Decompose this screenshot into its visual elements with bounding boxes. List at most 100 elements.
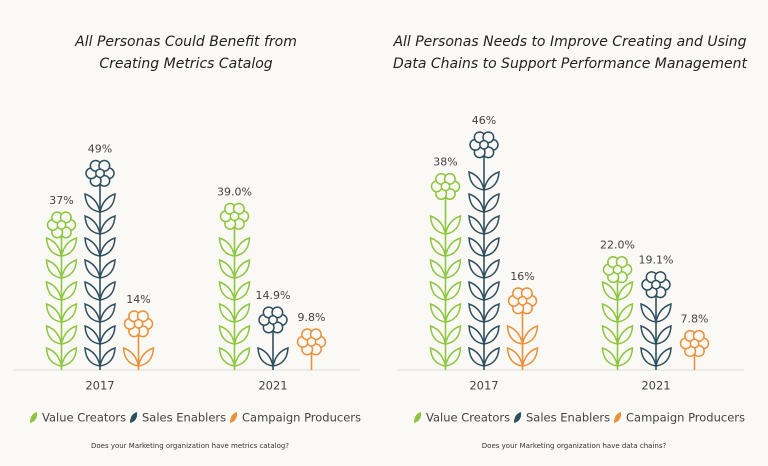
flower-center (440, 181, 451, 192)
leaf (601, 302, 619, 323)
leaf (640, 324, 657, 345)
footnote: Does your Marketing organization have da… (482, 442, 667, 450)
leaf (84, 192, 101, 213)
leaf (233, 236, 251, 257)
legend-label: Value Creators (42, 411, 126, 425)
legend-label: Sales Enablers (142, 411, 226, 425)
flower-bar (640, 271, 672, 370)
leaf (655, 346, 672, 367)
leaf (84, 346, 101, 367)
leaf (429, 324, 447, 345)
leaf (483, 258, 500, 279)
leaf (468, 324, 485, 345)
leaf (468, 192, 485, 213)
flower-bar (122, 310, 155, 370)
leaf (483, 346, 500, 367)
leaf (506, 324, 524, 345)
leaf (521, 346, 539, 367)
leaf (616, 302, 634, 323)
leaf (483, 192, 500, 213)
leaf (218, 258, 236, 279)
x-tick-label: 2017 (85, 379, 114, 393)
leaf (616, 280, 634, 301)
x-tick-label: 2017 (469, 379, 498, 393)
leaf (655, 302, 672, 323)
leaf (257, 346, 274, 367)
flower-center (517, 295, 528, 306)
leaf (655, 324, 672, 345)
leaf (429, 236, 447, 257)
leaf (60, 324, 78, 345)
flower-bar (679, 329, 710, 370)
leaf (99, 324, 116, 345)
leaf (601, 324, 619, 345)
leaf (233, 324, 251, 345)
chart-title: Data Chains to Support Performance Manag… (393, 56, 748, 72)
leaf (99, 280, 116, 301)
leaf (468, 258, 485, 279)
leaf (45, 236, 63, 257)
leaf (444, 236, 462, 257)
leaf (468, 302, 485, 323)
leaf (483, 214, 500, 235)
leaf (60, 302, 78, 323)
legend-marker (30, 412, 38, 423)
leaf (233, 302, 251, 323)
flower-center (689, 338, 700, 349)
leaf (45, 280, 63, 301)
flower-center (56, 219, 67, 230)
flower-bar (429, 172, 462, 370)
leaf (468, 280, 485, 301)
legend-marker (130, 412, 138, 423)
legend-label: Campaign Producers (626, 411, 745, 425)
value-label: 38% (433, 155, 457, 168)
leaf (84, 236, 101, 257)
leaf (84, 258, 101, 279)
footnote: Does your Marketing organization have me… (91, 442, 289, 450)
leaf (601, 346, 619, 367)
leaf (429, 302, 447, 323)
leaf (429, 346, 447, 367)
leaf (45, 346, 63, 367)
flower-center (479, 139, 489, 150)
leaf (444, 346, 462, 367)
x-tick-label: 2021 (641, 379, 670, 393)
flower-bar (506, 287, 539, 370)
leaf (521, 324, 539, 345)
leaf (99, 258, 116, 279)
leaf (60, 280, 78, 301)
leaf (218, 346, 236, 367)
value-label: 39.0% (217, 185, 252, 198)
value-label: 19.1% (639, 254, 674, 267)
leaf (60, 258, 78, 279)
flower-center (268, 314, 278, 325)
leaf (218, 324, 236, 345)
leaf (84, 302, 101, 323)
value-label: 22.0% (600, 239, 635, 252)
leaf (99, 236, 116, 257)
leaf (616, 346, 634, 367)
chart-title: All Personas Needs to Improve Creating a… (392, 34, 746, 50)
leaf (60, 346, 78, 367)
leaf (45, 258, 63, 279)
leaf (444, 324, 462, 345)
flower-bar (296, 328, 327, 370)
legend-label: Sales Enablers (526, 411, 610, 425)
leaf (233, 280, 251, 301)
leaf (84, 324, 101, 345)
chart-title: Creating Metrics Catalog (99, 56, 272, 72)
leaf (616, 324, 634, 345)
leaf (60, 236, 78, 257)
leaf (483, 280, 500, 301)
leaf (84, 214, 101, 235)
leaf (444, 302, 462, 323)
legend-marker (230, 412, 238, 423)
leaf (468, 346, 485, 367)
chart-title: All Personas Could Benefit from (74, 34, 297, 50)
flower-center (651, 279, 661, 290)
value-label: 16% (510, 270, 534, 283)
value-label: 14.9% (256, 289, 291, 302)
leaf (137, 346, 155, 367)
value-label: 49% (88, 142, 112, 155)
